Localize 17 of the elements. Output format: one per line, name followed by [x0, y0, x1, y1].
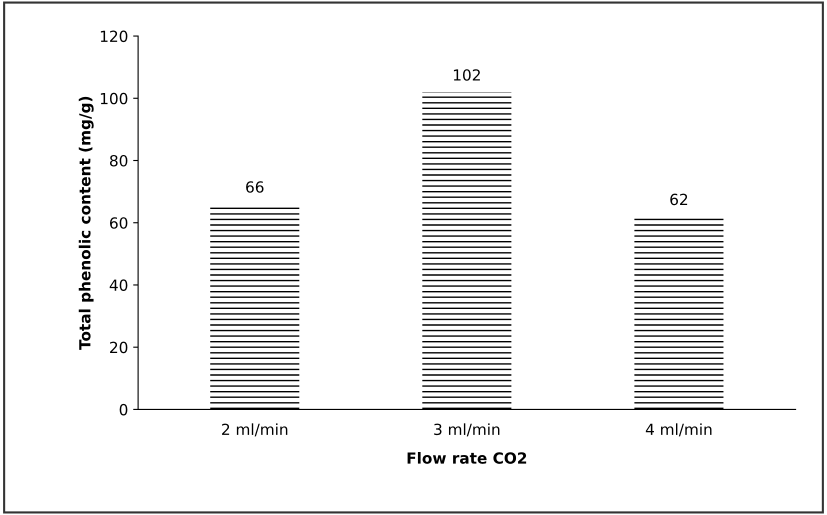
- y-tick-label: 100: [100, 92, 128, 104]
- y-tick-label: 0: [120, 404, 128, 416]
- y-tick-label: 60: [110, 217, 128, 229]
- x-tick-label: 2 ml/min: [222, 423, 288, 436]
- y-tick-label: 80: [110, 154, 128, 167]
- data-label: 66: [246, 181, 264, 193]
- y-tick-label: 20: [110, 342, 128, 354]
- y-tick-label: 40: [110, 279, 128, 291]
- y-axis-title: Total phenolic content (mg/g): [78, 96, 94, 350]
- data-label: 102: [454, 69, 480, 81]
- y-tick-label: 120: [100, 30, 128, 42]
- bar: [422, 92, 512, 410]
- bar: [634, 216, 724, 410]
- x-tick-label: 4 ml/min: [646, 423, 712, 436]
- x-tick-label: 3 ml/min: [434, 423, 500, 436]
- x-axis-title: Flow rate CO2: [408, 452, 526, 464]
- data-label: 62: [670, 194, 688, 206]
